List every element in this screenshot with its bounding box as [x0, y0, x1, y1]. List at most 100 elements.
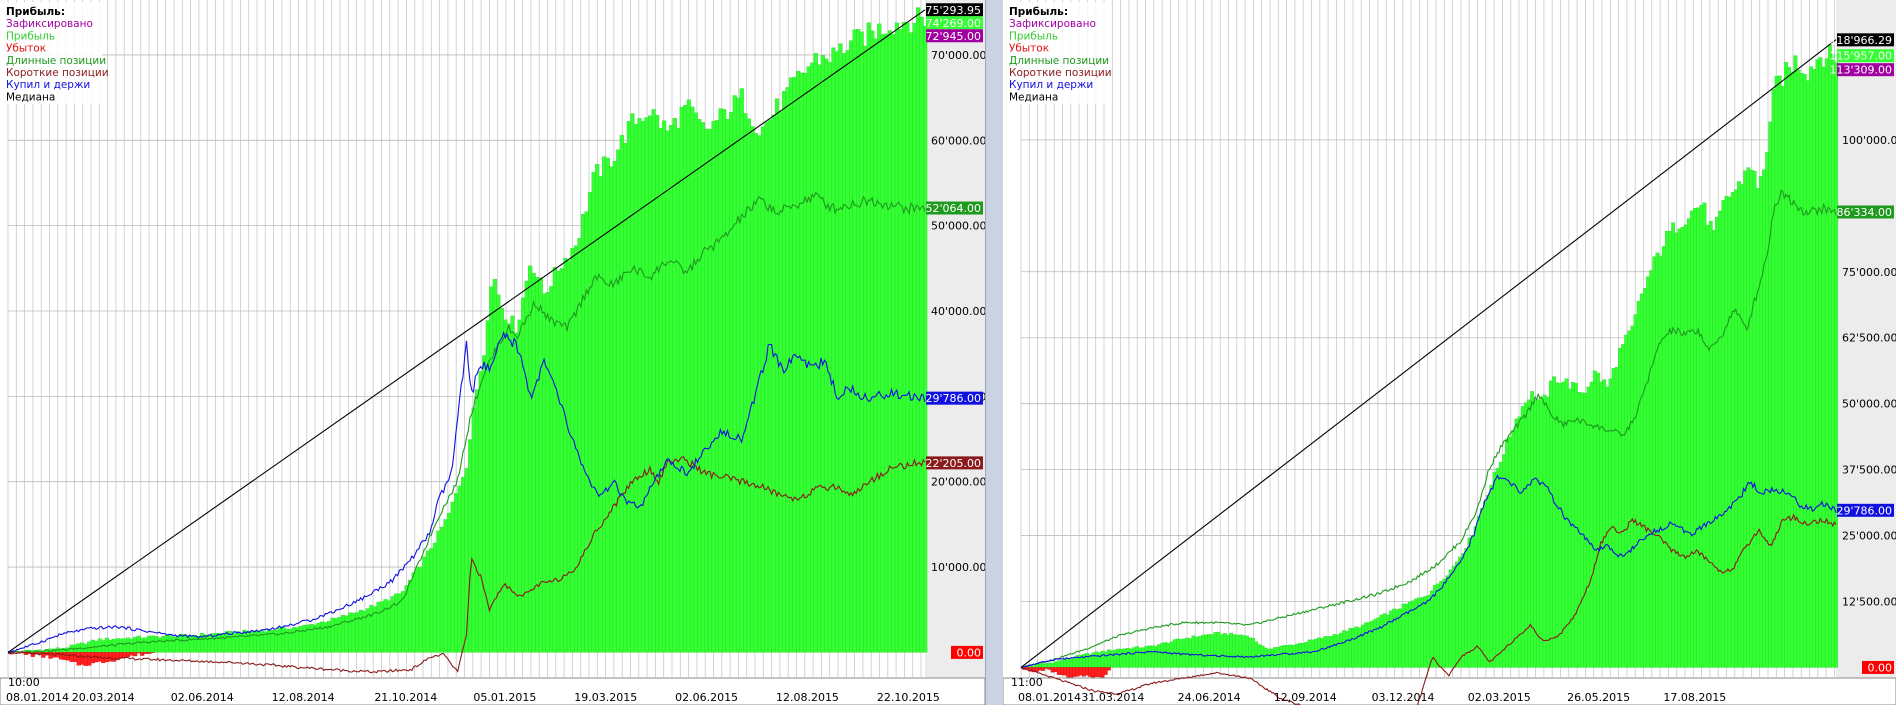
profit-bar — [521, 297, 526, 653]
profit-bar — [1426, 595, 1431, 668]
profit-bar — [1342, 630, 1346, 668]
profit-bar — [1241, 635, 1246, 668]
profit-bar — [1373, 618, 1378, 668]
profit-bar — [870, 30, 875, 653]
loss-bar — [76, 652, 81, 666]
profit-bar — [1555, 382, 1560, 668]
profit-bar — [1364, 622, 1368, 668]
profit-bar — [1777, 75, 1782, 668]
profit-bar — [1690, 210, 1694, 668]
profit-bar — [669, 125, 674, 653]
legend-item-profit: Прибыль — [6, 30, 55, 42]
legend-item-buyhold: Купил и держи — [6, 79, 90, 91]
series-profit — [9, 7, 928, 653]
profit-bar — [454, 493, 459, 653]
profit-bar — [908, 32, 914, 653]
x-tick-label: 03.12.2014 — [1372, 691, 1435, 704]
profit-bar — [588, 191, 593, 653]
profit-bar — [1746, 167, 1751, 668]
profit-bar — [394, 593, 399, 653]
profit-bar — [1201, 634, 1205, 668]
profit-bar — [901, 22, 907, 653]
profit-bar — [1658, 255, 1663, 668]
y-tick-label: 100'000.00 — [1842, 134, 1896, 147]
profit-bar — [1724, 195, 1729, 668]
end-label-box — [1837, 205, 1894, 219]
profit-bar — [408, 579, 413, 653]
profit-bar — [545, 292, 550, 653]
profit-bar — [827, 62, 832, 653]
profit-bar — [217, 633, 222, 653]
profit-bar — [1166, 643, 1171, 668]
profit-bar — [1429, 590, 1434, 668]
profit-bar — [1150, 645, 1155, 668]
profit-bar — [704, 128, 709, 653]
profit-bar — [1128, 648, 1133, 668]
end-label-box — [1837, 503, 1894, 517]
profit-bar — [1232, 634, 1237, 668]
series-short-line — [7, 456, 926, 674]
profit-bar — [422, 556, 427, 653]
profit-bar — [824, 58, 829, 653]
profit-bar — [1119, 648, 1124, 668]
loss-bar — [1047, 667, 1052, 670]
loss-bar — [1081, 667, 1086, 677]
profit-bar — [1627, 330, 1632, 668]
profit-bar — [736, 97, 741, 653]
profit-bar — [1282, 645, 1287, 668]
profit-bar — [792, 76, 797, 653]
legend-item-median: Медиана — [6, 91, 55, 103]
profit-bar — [334, 618, 339, 653]
y-tick-label: 10'000.00 — [931, 561, 985, 574]
profit-bar — [598, 176, 603, 653]
x-tick-label: 19.03.2015 — [574, 691, 637, 704]
profit-bar — [1505, 438, 1509, 668]
profit-bar — [1433, 584, 1437, 668]
x-tick-label: 12.08.2015 — [776, 691, 839, 704]
profit-bar — [1614, 367, 1619, 668]
profit-bar — [256, 630, 261, 653]
profit-bar — [1056, 660, 1061, 668]
loss-bar — [147, 652, 152, 654]
x-axis-panel — [0, 677, 985, 705]
profit-bar — [1771, 89, 1776, 668]
chart-left[interactable]: 10'000.0020'000.0030'000.0040'000.0050'0… — [0, 0, 985, 705]
profit-bar — [806, 66, 811, 653]
profit-bar — [1122, 648, 1127, 668]
profit-bar — [376, 601, 381, 653]
loss-bar — [108, 652, 113, 662]
profit-bar — [221, 633, 226, 653]
profit-bar — [1213, 631, 1218, 668]
profit-bar — [1730, 192, 1735, 668]
profit-bar — [584, 211, 589, 653]
loss-bar — [111, 652, 117, 662]
chart-right[interactable]: 12'500.00 25'000.00 37'500.00 50'000.00 62'5… — [1003, 0, 1896, 705]
profit-bar — [1423, 596, 1428, 668]
legend-item-fixed: Зафиксировано — [6, 18, 93, 30]
profit-bar — [693, 112, 698, 653]
profit-bar — [718, 108, 723, 653]
profit-bar — [482, 355, 487, 653]
profit-bar — [1467, 537, 1472, 668]
series-short-line — [1020, 513, 1837, 705]
profit-bar — [1680, 226, 1685, 668]
profit-bar — [841, 53, 847, 653]
panel-splitter[interactable] — [985, 0, 1005, 705]
profit-bar — [1160, 642, 1165, 668]
legend-item-loss: Убыток — [6, 43, 46, 55]
profit-bar — [1774, 75, 1779, 668]
profit-bar — [535, 277, 540, 653]
profit-bar — [330, 617, 335, 653]
profit-bar — [1476, 516, 1481, 668]
profit-bar — [1047, 662, 1052, 668]
profit-bar — [1053, 661, 1058, 668]
profit-bar — [1326, 636, 1331, 668]
profit-bar — [1630, 325, 1635, 668]
loss-bar — [136, 652, 141, 654]
profit-bar — [887, 30, 892, 653]
profit-bar — [838, 43, 843, 653]
profit-bar — [528, 265, 533, 653]
profit-bar — [655, 115, 660, 653]
profit-bar — [813, 53, 818, 653]
